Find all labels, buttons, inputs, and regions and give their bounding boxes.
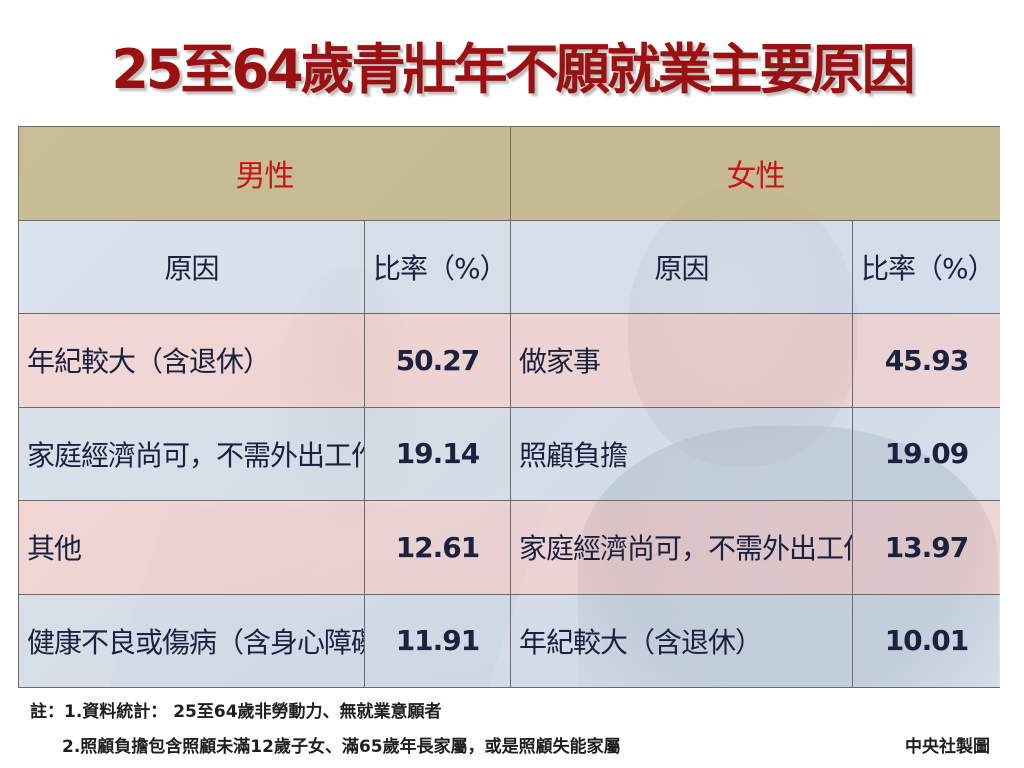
male-rate-cell: 11.91: [364, 593, 511, 688]
table-row: 其他 12.61 家庭經濟尚可，不需外出工作 13.97: [18, 500, 1000, 595]
footnote-1: 註：1.資料統計： 25至64歲非勞動力、無就業意願者: [30, 702, 442, 722]
male-rate-cell: 12.61: [364, 500, 511, 595]
footnote-2: 2.照顧負擔包含照顧未滿12歲子女、滿65歲年長家屬，或是照顧失能家屬: [62, 737, 621, 757]
female-rate-cell: 10.01: [852, 593, 1000, 688]
male-reason-cell: 家庭經濟尚可，不需外出工作: [18, 406, 365, 501]
female-rate-header: 比率（%）: [852, 219, 1000, 314]
reasons-table: 男性 女性 原因 比率（%） 原因 比率（%） 年紀較大（含退休） 50.27 …: [18, 126, 1000, 688]
male-rate-header: 比率（%）: [364, 219, 511, 314]
female-reason-cell: 照顧負擔: [510, 406, 853, 501]
female-reason-cell: 做家事: [510, 313, 853, 408]
female-group-header: 女性: [510, 126, 1000, 221]
source-credit: 中央社製圖: [905, 737, 990, 757]
table-row: 家庭經濟尚可，不需外出工作 19.14 照顧負擔 19.09: [18, 406, 1000, 501]
female-rate-cell: 13.97: [852, 500, 1000, 595]
table-row: 健康不良或傷病（含身心障礙） 11.91 年紀較大（含退休） 10.01: [18, 593, 1000, 688]
male-reason-cell: 年紀較大（含退休）: [18, 313, 365, 408]
reasons-table-container: 男性 女性 原因 比率（%） 原因 比率（%） 年紀較大（含退休） 50.27 …: [18, 126, 1000, 688]
female-reason-header: 原因: [510, 219, 853, 314]
female-rate-cell: 19.09: [852, 406, 1000, 501]
male-group-header: 男性: [18, 126, 511, 221]
female-reason-cell: 年紀較大（含退休）: [510, 593, 853, 688]
male-reason-header: 原因: [18, 219, 365, 314]
table-column-header-row: 原因 比率（%） 原因 比率（%）: [18, 219, 1000, 314]
table-group-header-row: 男性 女性: [18, 126, 1000, 221]
page-title: 25至64歲青壯年不願就業主要原因: [111, 38, 915, 101]
male-rate-cell: 50.27: [364, 313, 511, 408]
male-rate-cell: 19.14: [364, 406, 511, 501]
male-reason-cell: 健康不良或傷病（含身心障礙）: [18, 593, 365, 688]
female-reason-cell: 家庭經濟尚可，不需外出工作: [510, 500, 853, 595]
male-reason-cell: 其他: [18, 500, 365, 595]
table-row: 年紀較大（含退休） 50.27 做家事 45.93: [18, 313, 1000, 408]
female-rate-cell: 45.93: [852, 313, 1000, 408]
